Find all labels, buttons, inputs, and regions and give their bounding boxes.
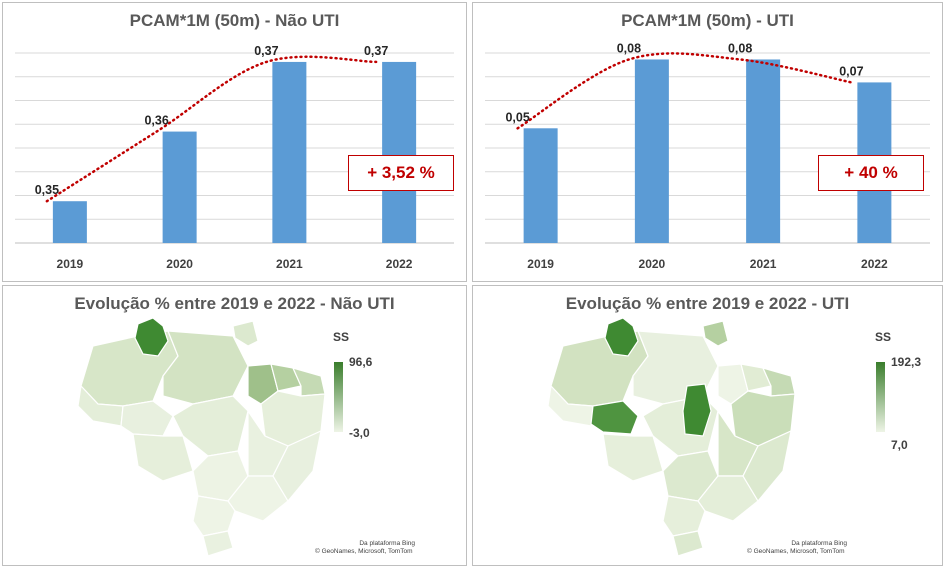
legend-min-value: 7,0 (891, 438, 908, 452)
bar-chart-nao-uti: 0,35 2019 0,36 2020 0,37 2021 0,37 2022 (15, 44, 454, 271)
state-region (547, 384, 594, 427)
data-label: 0,07 (839, 64, 863, 78)
state-region (162, 330, 249, 405)
chart-title: PCAM*1M (50m) - Não UTI (129, 11, 340, 30)
state-region (742, 429, 792, 503)
brazil-states (77, 317, 326, 557)
legend-color-scale (334, 362, 343, 432)
bar (272, 61, 307, 243)
state-region (590, 400, 639, 435)
chart-panel-uti: PCAM*1M (50m) - UTI 0,05 2019 0,08 2020 0,08… (472, 2, 943, 282)
trendline (45, 55, 378, 203)
brazil-map (77, 317, 326, 557)
state-region (134, 317, 169, 357)
data-label: 0,05 (505, 110, 529, 124)
bar (162, 131, 197, 243)
change-badge: + 3,52 % (348, 155, 454, 191)
legend-title: SS (333, 330, 350, 344)
brazil-map (547, 317, 796, 557)
trendline (516, 52, 853, 130)
map-panel-uti: Evolução % entre 2019 e 2022 - UTI SS 19… (472, 285, 943, 566)
data-label: 0,08 (728, 41, 752, 55)
legend-max-value: 192,3 (891, 355, 922, 369)
state-region (604, 317, 639, 357)
brazil-states (547, 317, 796, 557)
map-attribution: Da plataforma Bing © GeoNames, Microsoft… (315, 540, 415, 555)
bar (523, 128, 558, 243)
x-tick-label: 2021 (276, 257, 303, 271)
state-region (120, 400, 174, 437)
x-tick-label: 2019 (57, 257, 84, 271)
bar (746, 59, 781, 244)
data-label: 0,36 (144, 114, 168, 128)
state-region (202, 530, 234, 557)
state-region (672, 530, 704, 557)
legend-title: SS (875, 330, 892, 344)
chart-panel-nao-uti: PCAM*1M (50m) - Não UTI 0,35 2019 0,36 2020… (2, 2, 467, 282)
legend-color-scale (876, 362, 885, 432)
bar (52, 201, 87, 243)
state-region (192, 495, 236, 537)
state-region (662, 495, 706, 537)
bar (382, 61, 417, 243)
state-region (702, 320, 729, 347)
state-region (682, 383, 712, 437)
map-title: Evolução % entre 2019 e 2022 - Não UTI (74, 294, 395, 313)
state-region (272, 429, 322, 503)
x-tick-label: 2022 (386, 257, 413, 271)
x-tick-label: 2021 (750, 257, 777, 271)
bar (634, 59, 669, 244)
data-label: 0,37 (254, 44, 278, 58)
state-region (232, 320, 259, 347)
x-tick-label: 2022 (861, 257, 888, 271)
change-badge: + 40 % (818, 155, 924, 191)
state-region (602, 433, 664, 482)
x-tick-label: 2020 (166, 257, 193, 271)
bar-chart-uti: 0,05 2019 0,08 2020 0,08 2021 0,07 2022 (485, 41, 930, 271)
legend-min-value: -3,0 (349, 426, 370, 440)
chart-title: PCAM*1M (50m) - UTI (621, 11, 794, 30)
x-tick-label: 2019 (527, 257, 554, 271)
state-region (132, 433, 194, 482)
legend-max-value: 96,6 (349, 355, 373, 369)
data-label: 0,08 (617, 41, 641, 55)
map-title: Evolução % entre 2019 e 2022 - UTI (565, 294, 850, 313)
data-label: 0,35 (35, 183, 59, 197)
x-tick-label: 2020 (639, 257, 666, 271)
map-panel-nao-uti: Evolução % entre 2019 e 2022 - Não UTI S… (2, 285, 467, 566)
map-attribution: Da plataforma Bing © GeoNames, Microsoft… (747, 540, 847, 555)
data-label: 0,37 (364, 44, 388, 58)
